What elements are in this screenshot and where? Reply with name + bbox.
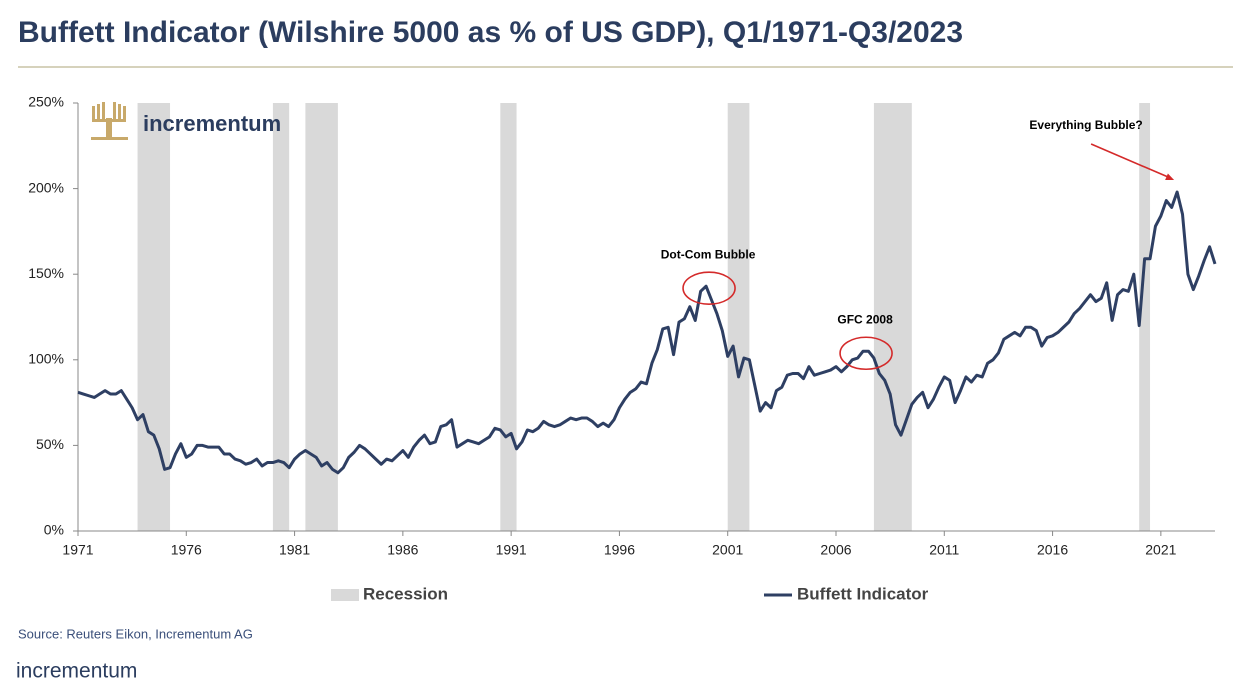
recession-layer [137, 103, 1151, 531]
recession-band [1139, 103, 1151, 531]
legend-swatch [331, 589, 359, 601]
chart-title: Buffett Indicator (Wilshire 5000 as % of… [18, 16, 963, 49]
y-tick-label: 0% [44, 522, 64, 538]
axes-layer: 0% 50% 100% 150% 200% 250% 1971 1976 1981 1986 199… [28, 94, 1215, 558]
recession-band [500, 103, 517, 531]
annotation-circle [682, 271, 736, 305]
legend-label: Recession [363, 584, 448, 603]
annotation-arrow [1090, 143, 1169, 178]
annotation-circle [839, 336, 893, 371]
y-tick-label: 200% [28, 179, 64, 195]
x-tick-label: 2011 [929, 542, 959, 558]
y-tick-label: 150% [28, 265, 64, 281]
footer-brand: incrementum [16, 660, 137, 683]
annotation-arrowhead [1165, 173, 1175, 181]
recession-band [137, 103, 171, 531]
source-note: Source: Reuters Eikon, Incrementum AG [18, 626, 253, 641]
logo: incrementum [91, 102, 281, 140]
x-tick-label: 1996 [604, 542, 635, 558]
recession-band [305, 103, 338, 531]
line-layer [77, 190, 1217, 475]
x-tick-label: 1991 [496, 542, 527, 558]
y-tick-label: 100% [28, 351, 64, 367]
annotation-layer: Dot-Com Bubble GFC 2008 Everything Bubble? [661, 118, 1175, 371]
annotation-label: GFC 2008 [837, 312, 893, 326]
x-tick-label: 2001 [712, 542, 743, 558]
x-tick-label: 1976 [171, 542, 202, 558]
recession-band [727, 103, 750, 531]
legend-label: Buffett Indicator [797, 584, 929, 603]
x-tick-label: 2016 [1037, 542, 1068, 558]
logo-text: incrementum [143, 111, 281, 136]
x-tick-label: 2006 [820, 542, 851, 558]
annotation-label: Everything Bubble? [1029, 118, 1142, 132]
y-tick-label: 250% [28, 94, 64, 110]
legend: Recession Buffett Indicator [331, 584, 929, 603]
y-tick-label: 50% [36, 436, 64, 452]
annotation-label: Dot-Com Bubble [661, 247, 756, 261]
x-tick-label: 1986 [387, 542, 418, 558]
recession-band [272, 103, 290, 531]
series-line [77, 190, 1217, 475]
x-tick-label: 1981 [279, 542, 310, 558]
x-tick-label: 1971 [62, 542, 93, 558]
x-tick-label: 2021 [1145, 542, 1176, 558]
logo-icon [91, 102, 128, 140]
recession-band [873, 103, 912, 531]
